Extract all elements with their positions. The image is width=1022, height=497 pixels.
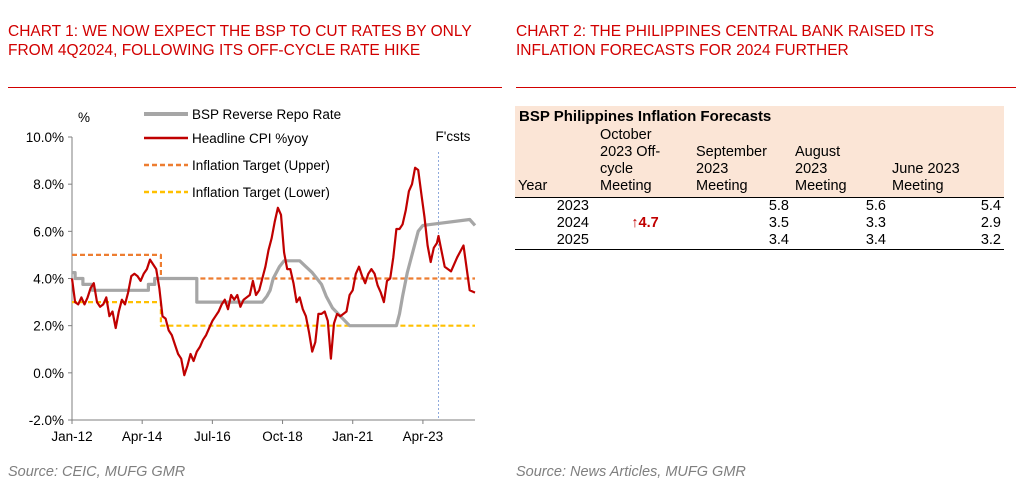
y-tick-label: 0.0% <box>33 366 64 381</box>
cell-june: 2.9 <box>980 215 1001 231</box>
y-tick-label: 2.0% <box>33 319 64 334</box>
cell-september: 5.8 <box>768 198 789 214</box>
x-tick-label: Oct-18 <box>262 429 303 444</box>
chart1-series <box>70 166 477 377</box>
x-tick-label: Jan-21 <box>332 429 373 444</box>
table-row: 2023 5.8 5.6 5.4 <box>515 198 1004 216</box>
legend-entry: Headline CPI %yoy <box>192 131 309 146</box>
legend-entry: Inflation Target (Lower) <box>192 185 330 200</box>
chart1-title: CHART 1: WE NOW EXPECT THE BSP TO CUT RA… <box>8 23 472 59</box>
table-row: 2025 3.4 3.4 3.2 <box>515 232 1004 250</box>
header-september: September 2023 Meeting <box>693 127 792 198</box>
y-axis-label: % <box>78 110 90 125</box>
cell-october <box>597 198 693 216</box>
chart1-title-rule <box>8 87 502 88</box>
table-title: BSP Philippines Inflation Forecasts <box>515 106 1004 127</box>
cell-june: 5.4 <box>980 198 1001 214</box>
table-row: 2024 ↑4.7 3.5 3.3 2.9 <box>515 215 1004 232</box>
y-tick-label: -2.0% <box>29 413 64 428</box>
chart1-plot: BSP Reverse Repo Rate Headline CPI %yoy In… <box>26 107 477 444</box>
series-line-3 <box>72 253 475 280</box>
cell-august: 3.3 <box>865 215 886 231</box>
x-tick-label: Jul-16 <box>194 429 231 444</box>
chart1-labels: -2.0% 0.0% 2.0% 4.0% 6.0% 8.0% 10.0% Jan-12 Apr-… <box>26 110 471 444</box>
header-june: June 2023 Meeting <box>889 127 1004 198</box>
chart2-title-rule <box>516 87 1016 88</box>
y-tick-label: 4.0% <box>33 272 64 287</box>
x-tick-label: Apr-23 <box>403 429 444 444</box>
y-tick-label: 10.0% <box>26 130 64 145</box>
cell-august: 5.6 <box>865 198 886 214</box>
cell-june: 3.2 <box>889 232 1004 250</box>
legend-entry: BSP Reverse Repo Rate <box>192 107 341 122</box>
chart1-source: Source: CEIC, MUFG GMR <box>8 464 186 480</box>
cell-october <box>597 232 693 250</box>
cell-october: ↑4.7 <box>631 215 659 231</box>
cell-august: 3.4 <box>792 232 889 250</box>
x-tick-label: Jan-12 <box>51 429 92 444</box>
legend-entry: Inflation Target (Upper) <box>192 158 330 173</box>
y-tick-label: 6.0% <box>33 224 64 239</box>
cell-september: 3.5 <box>768 215 789 231</box>
header-year: Year <box>515 127 597 198</box>
cell-year: 2025 <box>515 232 597 250</box>
header-october: October 2023 Off-cycle Meeting <box>597 127 693 198</box>
cell-year: 2023 <box>556 198 589 214</box>
cell-september: 3.4 <box>693 232 792 250</box>
chart2-source: Source: News Articles, MUFG GMR <box>516 464 746 480</box>
series-line-1 <box>72 217 477 328</box>
series-line-2 <box>70 166 476 377</box>
forecast-annotation: F'csts <box>436 129 471 144</box>
table-header-row: Year October 2023 Off-cycle Meeting Septem… <box>515 127 1004 198</box>
cell-year: 2024 <box>556 215 589 231</box>
forecast-table: BSP Philippines Inflation Forecasts Year… <box>515 106 1004 250</box>
x-tick-label: Apr-14 <box>122 429 163 444</box>
chart1-legend: BSP Reverse Repo Rate Headline CPI %yoy In… <box>144 107 341 200</box>
chart2-title: CHART 2: THE PHILIPPINES CENTRAL BANK RA… <box>516 23 935 59</box>
y-tick-label: 8.0% <box>33 177 64 192</box>
header-august: August 2023 Meeting <box>792 127 889 198</box>
series-line-4 <box>72 301 475 327</box>
